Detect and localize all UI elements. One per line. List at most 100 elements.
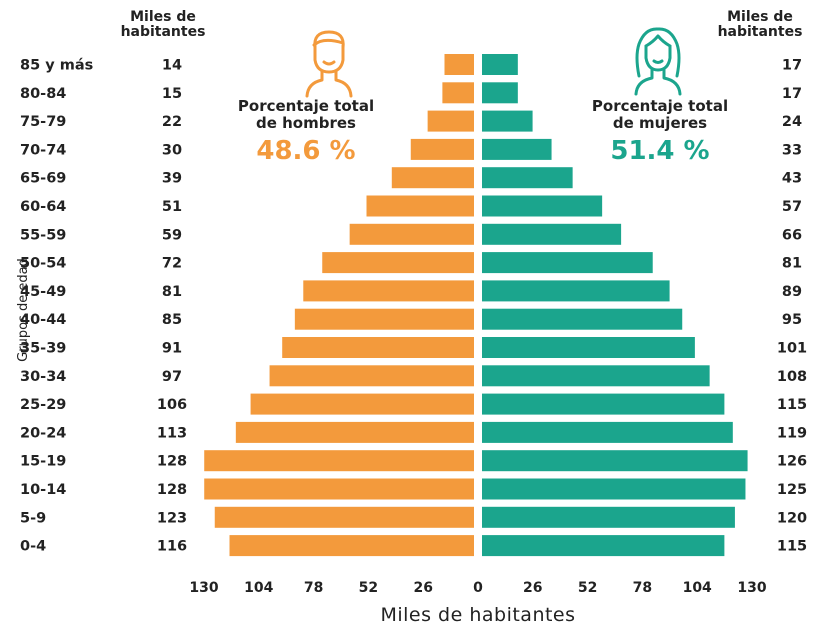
women-bar	[482, 535, 725, 557]
men-value-label: 116	[157, 539, 187, 555]
women-bar	[482, 421, 733, 443]
men-value-label: 30	[162, 142, 182, 158]
age-group-label: 10-14	[20, 482, 66, 498]
men-bar	[391, 167, 474, 189]
x-tick-label: 104	[244, 580, 273, 596]
x-tick-label: 0	[473, 580, 483, 596]
women-bar	[482, 82, 518, 104]
women-bar	[482, 195, 603, 217]
women-value-labels: 17 17 24 33 43 57 66 81 89 95 101 108 115 119 126 125 12…	[777, 58, 807, 555]
women-value-label: 89	[782, 284, 802, 300]
age-group-label: 70-74	[20, 142, 66, 158]
women-percentage-label: Porcentaje total de mujeres	[591, 97, 729, 132]
x-tick-label: 52	[359, 580, 378, 596]
men-bar	[204, 450, 474, 472]
men-percentage-label: Porcentaje total de hombres	[237, 97, 375, 132]
age-group-label: 75-79	[20, 114, 66, 130]
age-group-label: 30-34	[20, 369, 66, 385]
men-value-label: 81	[162, 284, 182, 300]
women-value-label: 115	[777, 397, 807, 413]
men-bar	[349, 223, 474, 245]
men-bar	[294, 308, 474, 330]
men-value-label: 113	[157, 425, 187, 441]
age-group-label: 55-59	[20, 227, 66, 243]
women-bar	[482, 506, 735, 528]
men-bar	[229, 535, 474, 557]
age-group-label: 65-69	[20, 171, 66, 187]
women-bar	[482, 54, 518, 75]
men-value-label: 123	[157, 510, 187, 526]
women-value-label: 126	[777, 454, 807, 470]
age-group-labels: 85 y más 80-84 75-79 70-74 65-69 60-64 55-59 50…	[20, 58, 93, 555]
men-percentage-value: 48.6 %	[256, 136, 356, 166]
women-value-label: 125	[777, 482, 807, 498]
women-bar	[482, 450, 748, 472]
x-axis-ticks: 130 104 78 52 26 0 26 52 78 104 130	[189, 580, 766, 596]
men-value-label: 14	[162, 58, 182, 74]
women-value-label: 33	[782, 142, 802, 158]
age-group-label: 45-49	[20, 284, 66, 300]
men-bar	[282, 337, 474, 358]
women-value-label: 57	[782, 199, 802, 215]
men-value-label: 15	[162, 86, 182, 102]
men-bar	[444, 54, 474, 75]
women-value-label: 95	[782, 312, 802, 328]
women-bar	[482, 478, 746, 500]
women-value-label: 24	[782, 114, 802, 130]
woman-icon	[634, 27, 682, 96]
men-bar	[427, 110, 474, 132]
header-right: Miles de habitantes	[717, 9, 803, 40]
women-value-label: 66	[782, 227, 802, 243]
x-tick-label: 104	[683, 580, 712, 596]
women-value-label: 81	[782, 256, 802, 272]
men-value-labels: 14 15 22 30 39 51 59 72 81 85 91 97 106 113 128 128 123 1…	[157, 58, 187, 555]
women-value-label: 108	[777, 369, 807, 385]
men-bar	[214, 506, 474, 528]
men-bar	[303, 280, 474, 302]
x-tick-label: 52	[578, 580, 597, 596]
women-value-label: 101	[777, 341, 807, 357]
women-bar	[482, 167, 573, 189]
age-group-label: 85 y más	[20, 58, 93, 74]
men-value-label: 97	[162, 369, 182, 385]
age-group-label: 5-9	[20, 510, 46, 526]
women-value-label: 43	[782, 171, 802, 187]
x-tick-label: 130	[737, 580, 766, 596]
age-group-label: 20-24	[20, 425, 66, 441]
women-bar	[482, 365, 710, 387]
x-tick-label: 78	[304, 580, 323, 596]
men-bar	[322, 252, 474, 274]
header-left: Miles de habitantes	[120, 9, 206, 40]
y-axis-label: Grupos de edad	[16, 258, 31, 362]
men-bar	[442, 82, 474, 104]
men-value-label: 106	[157, 397, 187, 413]
x-tick-label: 26	[523, 580, 542, 596]
x-tick-label: 130	[189, 580, 218, 596]
women-value-label: 17	[782, 58, 802, 74]
men-value-label: 39	[162, 171, 182, 187]
men-value-label: 22	[162, 114, 182, 130]
men-value-label: 59	[162, 227, 182, 243]
women-bar	[482, 110, 533, 132]
age-group-label: 40-44	[20, 312, 66, 328]
man-icon	[305, 30, 353, 98]
age-group-label: 15-19	[20, 454, 66, 470]
x-tick-label: 26	[413, 580, 432, 596]
men-bars	[204, 54, 474, 557]
x-tick-label: 78	[633, 580, 652, 596]
women-value-label: 115	[777, 539, 807, 555]
women-bar	[482, 138, 552, 160]
age-group-label: 50-54	[20, 256, 66, 272]
women-percentage-value: 51.4 %	[610, 136, 710, 166]
women-bar	[482, 223, 622, 245]
age-group-label: 35-39	[20, 341, 66, 357]
men-value-label: 51	[162, 199, 182, 215]
women-bars	[482, 54, 748, 557]
men-value-label: 72	[162, 256, 182, 272]
men-bar	[235, 421, 474, 443]
women-bar	[482, 393, 725, 415]
women-value-label: 17	[782, 86, 802, 102]
men-bar	[269, 365, 474, 387]
women-value-label: 120	[777, 510, 807, 526]
women-bar	[482, 337, 695, 358]
